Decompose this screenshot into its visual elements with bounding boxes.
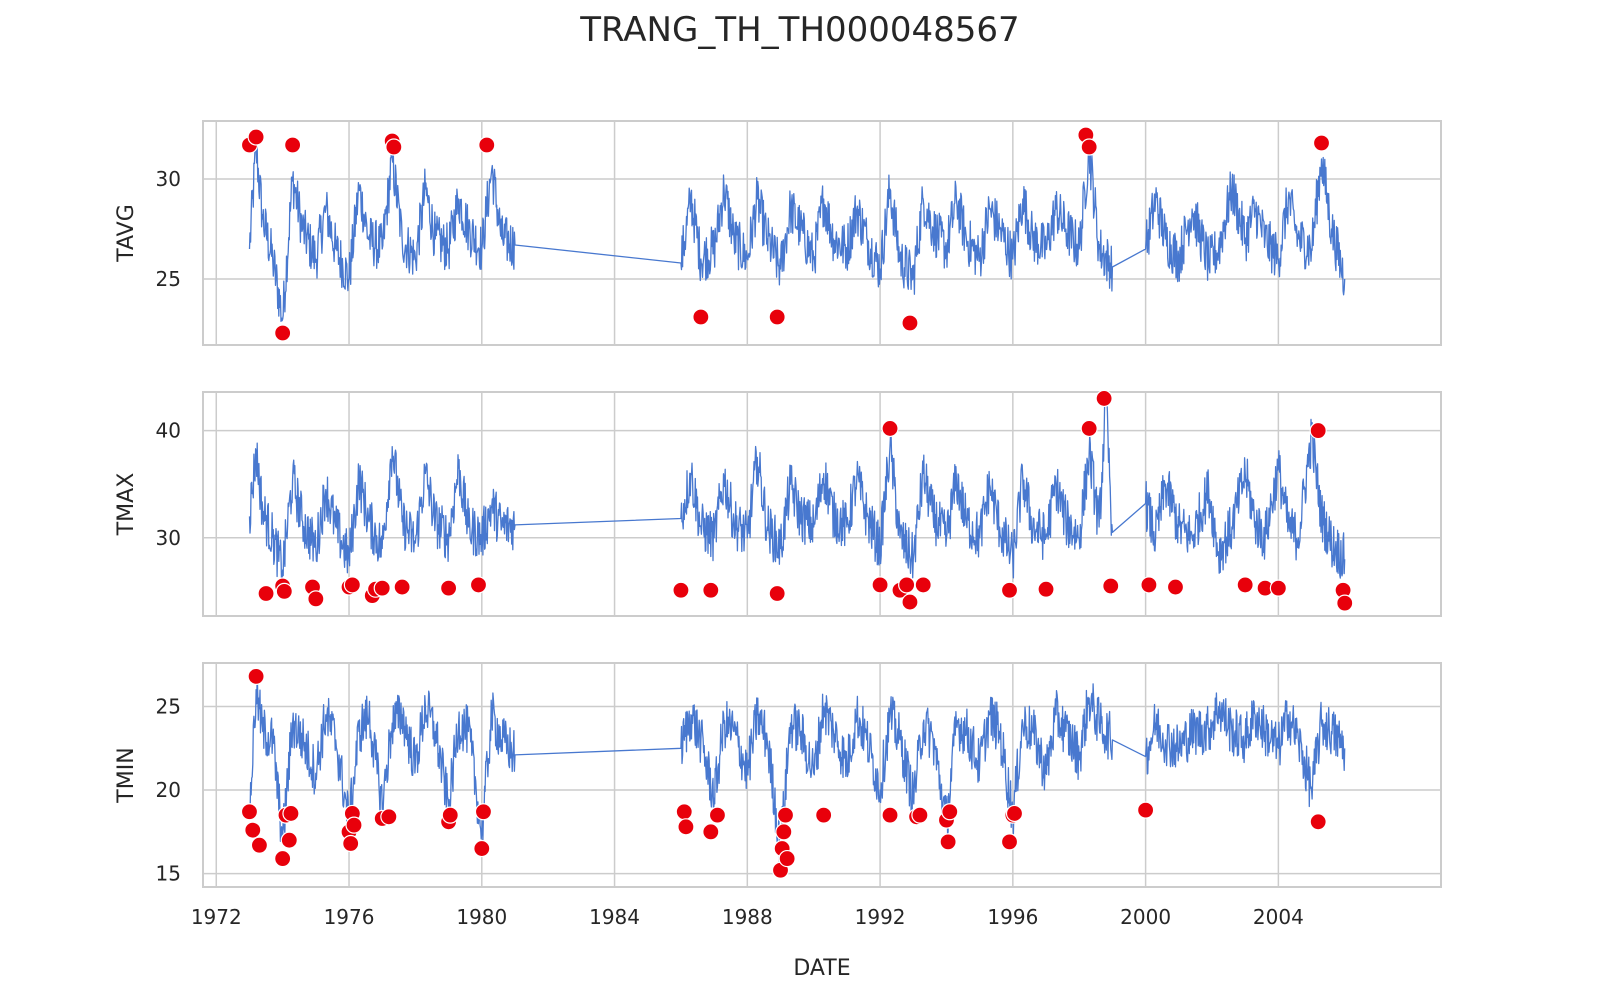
outlier-point <box>778 849 796 868</box>
outlier-point <box>244 821 262 839</box>
y-tick-label: 30 <box>156 526 181 550</box>
outlier-point <box>1309 813 1327 831</box>
y-axis-label: TMAX <box>114 473 139 537</box>
outlier-point <box>250 836 269 854</box>
panel-tmax: 30 40 TMAX <box>114 389 1442 617</box>
outlier-point <box>702 581 720 599</box>
outlier-point <box>275 582 293 600</box>
outlier-point <box>280 831 298 849</box>
outlier-point <box>474 803 493 821</box>
series-line-tmax <box>248 396 1346 586</box>
outlier-point <box>1236 576 1254 594</box>
outlier-point <box>441 806 459 824</box>
outlier-point <box>247 667 265 685</box>
x-tick-label: 1996 <box>987 905 1038 929</box>
x-axis-ticks: 1972 1976 1980 1984 1988 1992 1996 2000 2004 <box>191 905 1304 929</box>
outlier-point <box>274 849 292 868</box>
x-tick-label: 2004 <box>1253 905 1304 929</box>
y-axis-label: TAVG <box>114 204 139 262</box>
outlier-point <box>385 138 403 156</box>
outlier-point <box>1005 804 1024 823</box>
x-tick-label: 1988 <box>722 905 773 929</box>
outlier-point <box>247 128 265 146</box>
outlier-point <box>1000 833 1019 851</box>
outlier-point <box>677 818 695 836</box>
outlier-point <box>1166 578 1185 596</box>
outlier-point <box>240 803 259 821</box>
outlier-point <box>274 324 292 342</box>
panel-frame <box>202 120 1442 346</box>
outlier-point <box>708 806 727 824</box>
outlier-point <box>901 314 919 332</box>
outlier-point <box>775 823 793 841</box>
y-tick-label: 15 <box>156 862 181 886</box>
outlier-point <box>1336 594 1354 612</box>
panel-frame <box>202 662 1442 888</box>
outlier-point <box>675 803 693 821</box>
x-tick-label: 2000 <box>1120 905 1171 929</box>
outlier-point <box>345 816 363 834</box>
outlier-point <box>473 839 491 858</box>
outlier-point <box>776 806 795 824</box>
outlier-point <box>1140 576 1158 594</box>
outlier-point <box>1309 421 1327 440</box>
outlier-point <box>1095 389 1113 408</box>
x-tick-label: 1976 <box>324 905 375 929</box>
outlier-point <box>342 834 360 853</box>
outlier-point <box>692 308 710 326</box>
outlier-point <box>768 308 786 326</box>
panel-frame <box>202 391 1442 617</box>
outlier-point <box>815 806 833 824</box>
outlier-point <box>343 576 361 594</box>
outlier-point <box>898 576 916 594</box>
panel-tmin: 15 20 25 TMIN <box>114 662 1442 888</box>
x-tick-label: 1992 <box>855 905 906 929</box>
x-tick-label: 1984 <box>589 905 640 929</box>
figure-title: TRANG_TH_TH000048567 <box>580 10 1020 50</box>
y-tick-label: 40 <box>156 419 181 443</box>
outlier-point <box>469 576 488 594</box>
y-tick-label: 20 <box>156 778 181 802</box>
panel-tavg: 25 30 TAVG <box>114 120 1442 346</box>
outlier-point <box>672 581 690 599</box>
outlier-point <box>911 806 929 824</box>
outlier-point <box>702 823 720 841</box>
outlier-point <box>373 579 391 597</box>
outlier-point <box>440 579 458 597</box>
outlier-point <box>307 590 325 608</box>
outlier-point <box>1000 581 1019 599</box>
outlier-point <box>939 833 957 851</box>
outlier-point <box>1080 419 1098 438</box>
series-line-tmin <box>248 671 1346 864</box>
outlier-point <box>871 576 889 594</box>
outlier-point <box>1037 580 1055 598</box>
y-tick-label: 30 <box>156 167 181 191</box>
y-tick-label: 25 <box>156 694 181 718</box>
outlier-point <box>478 136 496 154</box>
outlier-point <box>941 803 959 821</box>
y-tick-label: 25 <box>156 267 181 291</box>
y-axis-label: TMIN <box>114 747 139 803</box>
x-tick-label: 1980 <box>456 905 507 929</box>
outlier-point <box>914 576 932 594</box>
outlier-point <box>393 578 411 596</box>
outlier-point <box>380 808 398 826</box>
x-axis-label: DATE <box>793 956 850 981</box>
outlier-point <box>1137 801 1155 819</box>
outlier-point <box>284 136 302 154</box>
outlier-point <box>1102 577 1120 595</box>
outlier-point <box>768 584 786 603</box>
outlier-point <box>881 806 899 824</box>
outlier-point <box>1269 579 1287 597</box>
outlier-point <box>901 593 919 611</box>
outlier-point <box>1312 134 1331 152</box>
x-tick-label: 1972 <box>191 905 242 929</box>
outlier-point <box>257 584 275 603</box>
outlier-point <box>881 419 899 438</box>
series-line-tavg <box>248 140 1346 322</box>
outlier-point <box>1080 138 1098 156</box>
outlier-point <box>282 804 300 823</box>
